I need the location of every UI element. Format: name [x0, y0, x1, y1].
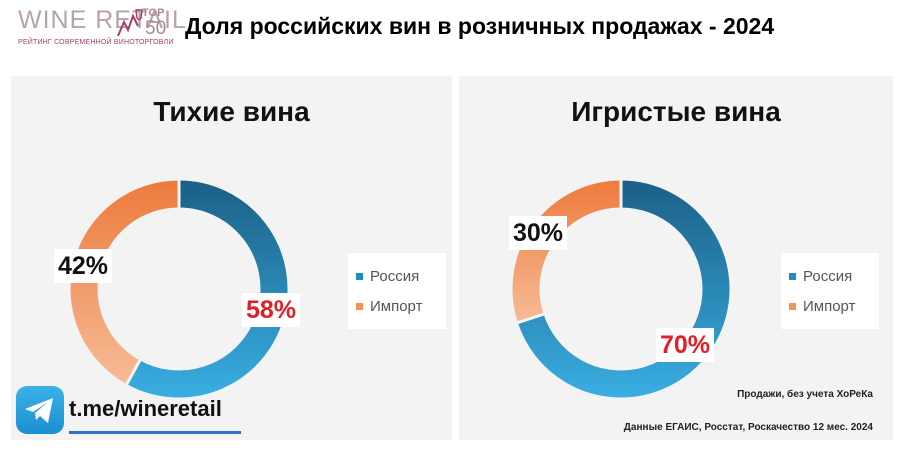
link-underline	[69, 431, 241, 434]
legend: Россия Импорт	[348, 253, 446, 329]
chart-title: Игристые вина	[571, 96, 781, 127]
legend-swatch-import	[356, 302, 363, 310]
logo: WINE RETAIL TOP 50 РЕЙТИНГ СОВРЕМЕННОЙ В…	[18, 6, 186, 58]
sales-note: Продажи, без учета ХоРеКа	[737, 389, 873, 400]
logo-main-text: WINE RETAIL	[18, 6, 187, 34]
header: WINE RETAIL TOP 50 РЕЙТИНГ СОВРЕМЕННОЙ В…	[0, 0, 900, 62]
legend-item-import: Импорт	[356, 291, 438, 321]
telegram-icon	[16, 386, 64, 434]
page-title: Доля российских вин в розничных продажах…	[185, 13, 775, 39]
legend-label: Россия	[370, 267, 420, 285]
telegram-link[interactable]: t.me/wineretail	[15, 385, 241, 437]
data-label-import: 30%	[509, 216, 568, 250]
legend-item-russia: Россия	[356, 261, 438, 291]
logo-number: 50	[145, 18, 167, 39]
legend: Россия Импорт	[781, 253, 879, 329]
data-label-russia: 58%	[242, 293, 301, 327]
slice-import	[67, 177, 181, 388]
slice-import	[509, 177, 623, 325]
legend-label: Импорт	[370, 297, 423, 315]
logo-subtitle: РЕЙТИНГ СОВРЕМЕННОЙ ВИНОТОРГОВЛИ	[18, 39, 174, 46]
telegram-link-text[interactable]: t.me/wineretail	[69, 396, 222, 421]
slice-russia	[514, 177, 733, 401]
still-wines-panel: Тихие вина 42% 58% Россия Импорт	[11, 76, 452, 440]
source-note: Данные ЕГАИС, Росстат, Роскачество 12 ме…	[623, 422, 873, 433]
legend-label: Россия	[803, 267, 853, 285]
legend-swatch-import	[789, 302, 796, 310]
donut-chart-still	[67, 177, 291, 401]
donut-chart-sparkling	[509, 177, 733, 401]
legend-label: Импорт	[803, 297, 856, 315]
data-label-russia: 70%	[656, 328, 715, 362]
legend-swatch-russia	[356, 272, 363, 280]
legend-swatch-russia	[789, 272, 796, 280]
sparkling-wines-panel: Игристые вина 30% 70% Россия Импорт Прод…	[459, 76, 893, 440]
legend-item-import: Импорт	[789, 291, 871, 321]
legend-item-russia: Россия	[789, 261, 871, 291]
data-label-import: 42%	[54, 249, 113, 283]
wine-glass-icon	[117, 9, 143, 37]
chart-title: Тихие вина	[153, 96, 310, 127]
slice-russia	[123, 177, 291, 401]
logo-top-text: TOP	[142, 7, 165, 19]
